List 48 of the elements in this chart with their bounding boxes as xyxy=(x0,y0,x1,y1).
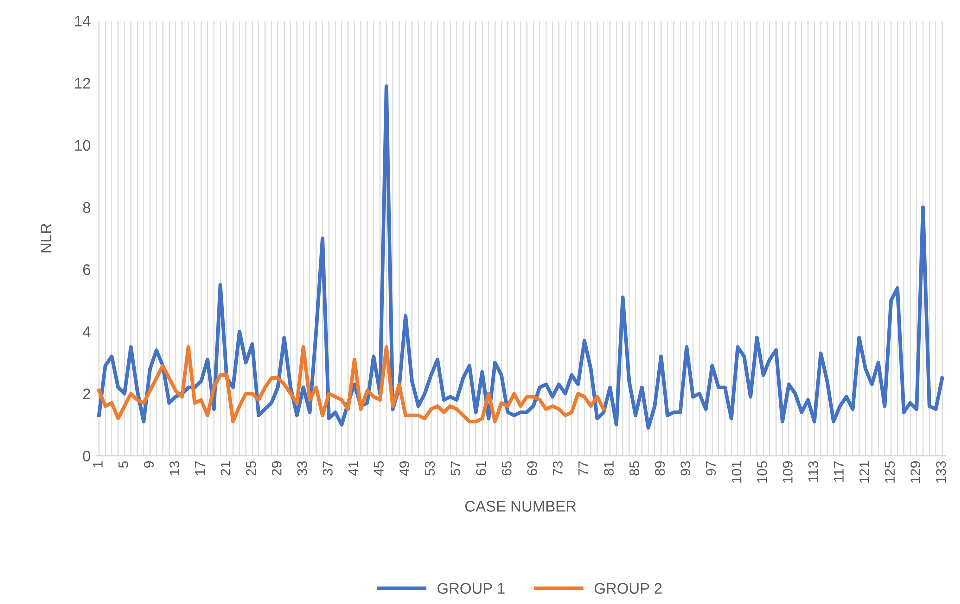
x-tick-label: 53 xyxy=(425,461,436,476)
x-tick-label: 41 xyxy=(348,462,358,476)
x-axis-title: CASE NUMBER xyxy=(466,501,576,512)
x-tick-label: 13 xyxy=(170,461,180,476)
x-tick-label: 101 xyxy=(732,462,742,483)
x-tick-label: 73 xyxy=(553,461,563,476)
x-tick-label: 29 xyxy=(272,462,282,476)
x-tick-label: 21 xyxy=(220,462,231,476)
x-tick-label: 85 xyxy=(630,461,640,476)
x-tick-label: 133 xyxy=(936,461,946,483)
x-tick-label: 1 xyxy=(93,462,103,468)
x-tick-label: 61 xyxy=(476,462,486,476)
x-tick-label: 129 xyxy=(910,462,921,483)
line-series xyxy=(97,84,944,430)
legend-label: GROUP 1 xyxy=(438,583,505,594)
x-tick-label: 45 xyxy=(374,461,384,476)
y-tick-label: 4 xyxy=(82,326,91,338)
x-tick-label: 5 xyxy=(118,461,128,468)
x-tick-label: 69 xyxy=(527,462,538,476)
y-tick-label: 14 xyxy=(75,16,91,27)
x-tick-label: 117 xyxy=(834,462,844,482)
x-tick-label: 125 xyxy=(885,461,896,483)
x-tick-label: 9 xyxy=(144,462,154,468)
y-tick-label: 0 xyxy=(83,450,91,462)
x-tick-label: 65 xyxy=(502,461,512,476)
x-tick-label: 81 xyxy=(604,462,614,476)
x-tick-label: 121 xyxy=(860,462,870,483)
y-tick-label: 12 xyxy=(75,78,90,89)
x-tick-label: 49 xyxy=(400,462,410,476)
x-tick-label: 37 xyxy=(323,462,333,476)
x-tick-label: 109 xyxy=(782,462,793,483)
x-tick-label: 113 xyxy=(808,461,818,482)
y-tick-label: 2 xyxy=(83,388,90,400)
x-tick-label: 105 xyxy=(757,461,768,483)
legend-label: GROUP 2 xyxy=(594,583,662,594)
y-tick-label: 6 xyxy=(83,264,90,276)
x-tick-label: 57 xyxy=(450,462,461,476)
x-tick-label: 33 xyxy=(298,461,308,476)
x-tick-label: 77 xyxy=(578,462,588,476)
y-tick-label: 10 xyxy=(75,140,91,152)
x-tick-label: 97 xyxy=(706,462,716,476)
y-axis-title: NLR xyxy=(41,224,52,253)
line-series xyxy=(97,345,606,424)
y-tick-label: 8 xyxy=(83,202,90,214)
x-tick-label: 17 xyxy=(195,462,205,476)
x-tick-label: 89 xyxy=(655,462,666,476)
x-tick-label: 25 xyxy=(246,461,256,476)
x-tick-label: 93 xyxy=(680,461,691,476)
